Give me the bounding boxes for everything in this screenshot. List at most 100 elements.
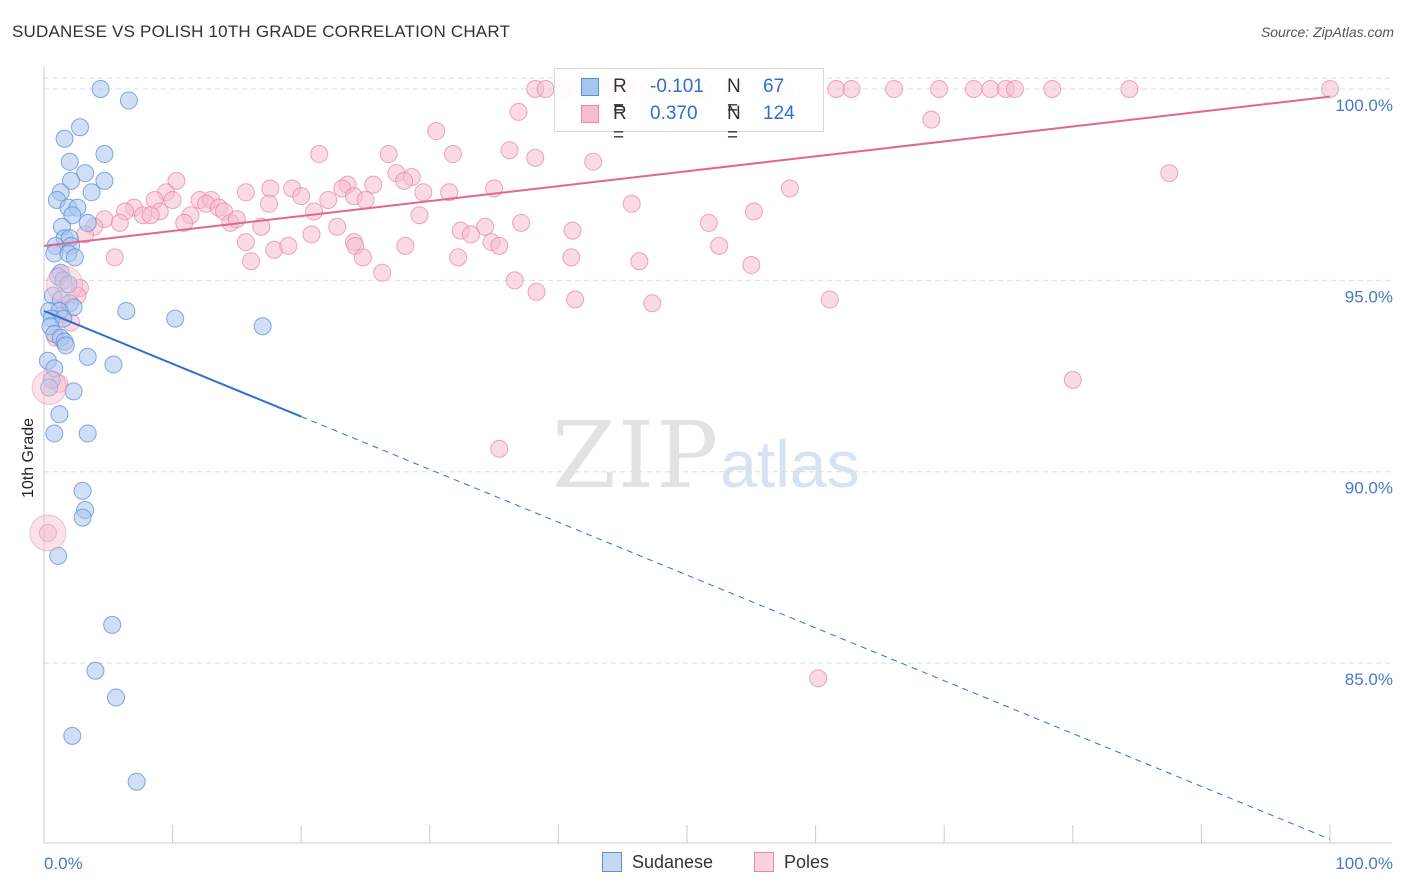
sudanese-trend-line-dashed [301, 416, 1331, 840]
poles-point [566, 290, 585, 309]
poles-point [414, 183, 433, 202]
poles-point [279, 236, 298, 255]
poles-point [930, 79, 949, 98]
legend-n-value: 124 [763, 103, 795, 124]
grid-lines [44, 77, 1392, 664]
poles-point [356, 190, 375, 209]
poles-point [536, 79, 555, 98]
poles-point [744, 202, 763, 221]
poles-point [827, 79, 846, 98]
sudanese-trend-line [43, 310, 302, 418]
legend-item-poles[interactable]: Poles [754, 852, 829, 873]
axes [43, 66, 1392, 844]
sudanese-point [82, 183, 101, 202]
poles-point [141, 206, 160, 225]
legend-r-value: 0.370 [650, 103, 698, 124]
poles-point [643, 294, 662, 313]
poles-point [1043, 79, 1062, 98]
poles-point [500, 141, 519, 160]
poles-point [630, 252, 649, 271]
poles-point [105, 248, 124, 267]
poles-point [461, 225, 480, 244]
sudanese-point [73, 481, 92, 500]
poles-point [1063, 370, 1082, 389]
poles-point [622, 194, 641, 213]
sudanese-point [78, 424, 97, 443]
sudanese-point [40, 378, 59, 397]
poles-point [236, 233, 255, 252]
sudanese-point [86, 661, 105, 680]
poles-swatch [581, 105, 599, 123]
stats-legend: R = -0.101 N = 67 R = 0.370 N = 124 [554, 68, 824, 146]
poles-trend-line [43, 95, 1331, 247]
poles-point [443, 145, 462, 164]
legend-r-label: R = [613, 103, 627, 146]
poles-point [505, 271, 524, 290]
poles-point [490, 236, 509, 255]
sudanese-point [91, 79, 110, 98]
sudanese-point [59, 275, 78, 294]
chart-source: Source: ZipAtlas.com [1260, 24, 1394, 40]
poles-point [38, 523, 57, 542]
sudanese-point [56, 336, 75, 355]
poles-point [1005, 79, 1024, 98]
sudanese-point [55, 129, 74, 148]
watermark: ZIPatlas [552, 402, 860, 509]
poles-point [29, 514, 67, 552]
poles-legend-swatch [754, 852, 774, 872]
poles-point [1120, 79, 1139, 98]
sudanese-point [253, 317, 272, 336]
poles-point [353, 248, 372, 267]
poles-point [699, 213, 718, 232]
poles-point [46, 265, 84, 303]
legend-n-label: N = [727, 76, 741, 119]
sudanese-point [62, 171, 81, 190]
poles-point [302, 225, 321, 244]
x-tick-label: 100.0% [1335, 854, 1393, 873]
poles-point [260, 194, 279, 213]
poles-point [809, 669, 828, 688]
poles-point [1321, 79, 1339, 98]
chart-title: SUDANESE VS POLISH 10TH GRADE CORRELATIO… [12, 22, 511, 41]
poles-point [922, 110, 941, 129]
sudanese-point [50, 405, 69, 424]
legend-r-value: -0.101 [650, 76, 704, 97]
poles-point [31, 370, 67, 406]
sudanese-point [76, 164, 95, 183]
poles-point [328, 217, 347, 236]
poles-point [476, 217, 495, 236]
poles-point [110, 213, 129, 232]
poles-point [310, 145, 329, 164]
legend-n-value: 67 [763, 76, 785, 97]
sudanese-point [60, 152, 79, 171]
poles-point [319, 190, 338, 209]
y-tick-label: 100.0% [1335, 96, 1393, 115]
poles-point [252, 217, 271, 236]
poles-point [449, 248, 468, 267]
sudanese-point [63, 726, 82, 745]
sudanese-point [107, 688, 126, 707]
poles-point [364, 175, 383, 194]
poles-point [175, 213, 194, 232]
poles-point [964, 79, 983, 98]
sudanese-point [65, 248, 84, 267]
poles-point [427, 122, 446, 141]
sudanese-point [73, 508, 92, 527]
sudanese-point [95, 171, 114, 190]
poles-point [527, 282, 546, 301]
poles-point [780, 179, 799, 198]
poles-point [410, 206, 429, 225]
poles-point [396, 236, 415, 255]
poles-point [885, 79, 904, 98]
legend-item-sudanese[interactable]: Sudanese [602, 852, 713, 873]
sudanese-point [78, 347, 97, 366]
poles-point [842, 79, 861, 98]
poles-point [981, 79, 1000, 98]
poles-point [584, 152, 603, 171]
poles-point [562, 248, 581, 267]
poles-point [526, 148, 545, 167]
sudanese-point [127, 772, 146, 791]
poles-point [440, 183, 459, 202]
watermark-atlas: atlas [720, 427, 860, 501]
